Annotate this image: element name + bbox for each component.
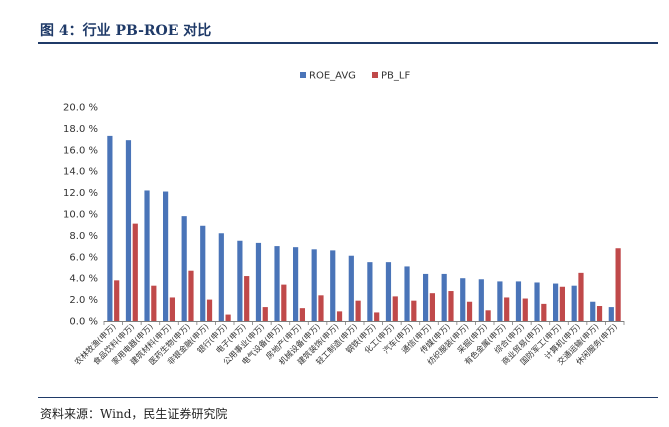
- roe-bar: [571, 285, 577, 321]
- legend-swatch: [372, 72, 378, 78]
- pb-bar: [615, 248, 621, 321]
- y-tick-label: 20.0 %: [63, 103, 98, 114]
- pb-bar: [466, 301, 473, 321]
- roe-bar: [423, 273, 429, 321]
- roe-bar: [218, 233, 224, 321]
- pb-bar: [392, 296, 398, 321]
- roe-bar: [107, 135, 113, 321]
- roe-bar: [255, 242, 262, 321]
- roe-bar: [293, 247, 299, 321]
- pb-bar: [559, 286, 565, 321]
- pb-bar: [411, 300, 417, 321]
- roe-bar: [404, 266, 410, 321]
- pb-bar: [485, 310, 491, 321]
- pb-bar: [299, 308, 305, 321]
- roe-bar: [385, 262, 392, 321]
- y-tick-label: 12.0 %: [63, 188, 98, 199]
- source-rule: [38, 397, 658, 398]
- pb-bar: [132, 223, 138, 321]
- y-tick-label: 10.0 %: [63, 210, 98, 221]
- title-rule: [38, 42, 658, 44]
- pb-bar: [244, 276, 250, 321]
- pb-bar: [151, 285, 157, 321]
- y-tick-label: 0.0 %: [69, 317, 98, 328]
- y-tick-label: 14.0 %: [63, 167, 98, 178]
- roe-bar: [181, 216, 187, 321]
- roe-bar: [534, 282, 540, 321]
- pb-bar: [169, 297, 175, 321]
- roe-bar: [460, 278, 466, 321]
- roe-bar: [441, 273, 447, 321]
- roe-bar: [200, 225, 206, 321]
- pb-bar: [206, 299, 213, 321]
- pb-bar: [541, 303, 547, 321]
- y-tick-label: 6.0 %: [69, 252, 98, 263]
- roe-bar: [515, 281, 522, 321]
- roe-bar: [553, 283, 559, 321]
- roe-bar: [274, 246, 280, 321]
- roe-bar: [237, 240, 243, 321]
- roe-bar: [478, 279, 484, 321]
- pb-bar: [522, 298, 528, 321]
- pb-bar: [429, 293, 435, 321]
- pb-bar: [448, 291, 454, 321]
- roe-bar: [348, 255, 354, 321]
- roe-bar: [608, 307, 614, 321]
- legend-label: ROE_AVG: [309, 71, 356, 82]
- pb-bar: [114, 280, 120, 321]
- y-tick-label: 8.0 %: [69, 231, 98, 242]
- roe-bar: [125, 140, 132, 321]
- y-tick-label: 4.0 %: [69, 274, 98, 285]
- roe-bar: [497, 281, 503, 321]
- pb-bar: [336, 311, 343, 321]
- pb-bar: [318, 295, 324, 321]
- legend-label: PB_LF: [381, 71, 410, 82]
- pb-bar: [374, 312, 380, 321]
- pb-bar: [504, 297, 510, 321]
- roe-bar: [311, 249, 317, 321]
- pb-bar: [596, 306, 603, 321]
- figure-title: 图 4：行业 PB-ROE 对比: [40, 23, 212, 39]
- y-tick-label: 16.0 %: [63, 145, 98, 156]
- pb-bar: [578, 272, 584, 321]
- roe-bar: [330, 250, 336, 321]
- pb-bar: [188, 270, 194, 321]
- y-tick-label: 2.0 %: [69, 295, 98, 306]
- legend-swatch: [300, 72, 306, 78]
- pb-bar: [262, 307, 268, 321]
- y-tick-label: 18.0 %: [63, 124, 98, 135]
- source-note: 资料来源：Wind，民生证券研究院: [40, 407, 228, 421]
- roe-bar: [367, 262, 373, 321]
- roe-bar: [163, 191, 169, 321]
- pb-bar: [355, 300, 361, 321]
- pb-bar: [281, 284, 287, 321]
- pb-bar: [225, 314, 231, 321]
- roe-bar: [590, 301, 596, 321]
- roe-bar: [144, 190, 150, 321]
